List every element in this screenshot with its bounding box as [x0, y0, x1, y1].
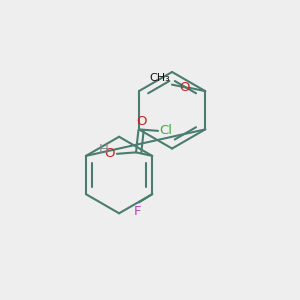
Text: O: O	[179, 81, 190, 94]
Text: O: O	[105, 147, 115, 160]
Text: F: F	[134, 205, 141, 218]
Text: CH₃: CH₃	[150, 73, 170, 83]
Text: Cl: Cl	[160, 124, 172, 137]
Text: H: H	[99, 143, 109, 156]
Text: O: O	[136, 115, 147, 128]
